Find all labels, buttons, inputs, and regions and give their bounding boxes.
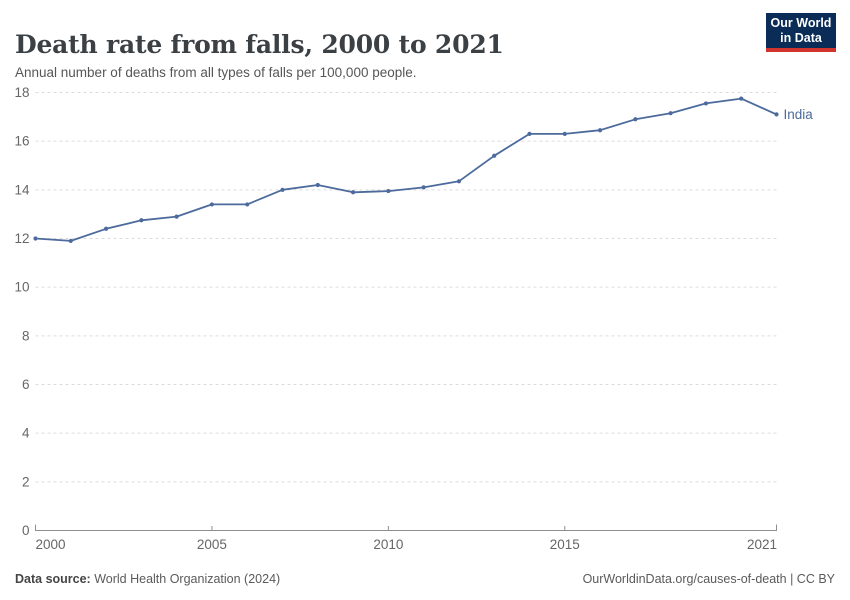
y-tick-label-6: 6 xyxy=(22,377,30,392)
owid-logo[interactable]: Our World in Data xyxy=(766,13,836,52)
data-point-india-2008[interactable] xyxy=(315,182,320,188)
chart-footer: Data source: World Health Organization (… xyxy=(15,572,835,586)
data-point-india-2021[interactable] xyxy=(774,112,779,117)
x-tick-label-2000: 2000 xyxy=(36,537,66,552)
x-tick-label-2010: 2010 xyxy=(373,537,403,552)
data-point-india-2011[interactable] xyxy=(421,185,426,190)
data-point-india-2013[interactable] xyxy=(492,153,497,158)
owid-logo-line2: in Data xyxy=(780,30,822,45)
data-source-label: Data source: xyxy=(15,572,91,586)
y-tick-label-16: 16 xyxy=(14,134,29,149)
data-point-india-2017[interactable] xyxy=(633,117,638,122)
series-line-india[interactable] xyxy=(34,97,778,242)
data-point-india-2001[interactable] xyxy=(68,238,73,244)
data-point-india-2019[interactable] xyxy=(703,101,709,106)
data-point-india-2006[interactable] xyxy=(245,202,250,207)
y-tick-label-10: 10 xyxy=(14,280,29,295)
data-point-india-2012[interactable] xyxy=(456,179,462,184)
y-tick-label-2: 2 xyxy=(22,474,30,489)
x-tick-label-2015: 2015 xyxy=(550,537,580,552)
data-point-india-2014[interactable] xyxy=(527,131,532,136)
y-tick-label-18: 18 xyxy=(14,85,29,100)
data-point-india-2005[interactable] xyxy=(209,202,215,207)
data-point-india-2018[interactable] xyxy=(668,111,673,116)
data-point-india-2010[interactable] xyxy=(386,188,391,194)
y-tick-label-12: 12 xyxy=(14,231,29,246)
data-point-india-2002[interactable] xyxy=(103,226,109,231)
y-tick-label-8: 8 xyxy=(22,328,30,343)
data-point-india-2015[interactable] xyxy=(562,131,567,136)
data-point-india-2020[interactable] xyxy=(739,96,744,101)
data-point-india-2016[interactable] xyxy=(597,128,603,133)
data-source: Data source: World Health Organization (… xyxy=(15,572,280,586)
attribution[interactable]: OurWorldinData.org/causes-of-death | CC … xyxy=(582,572,835,586)
owid-logo-line1: Our World xyxy=(770,15,832,30)
data-point-india-2007[interactable] xyxy=(280,187,285,192)
chart-title: Death rate from falls, 2000 to 2021 xyxy=(15,29,504,59)
data-point-india-2009[interactable] xyxy=(350,190,356,195)
series-end-label-india[interactable]: India xyxy=(784,107,814,122)
x-axis xyxy=(35,524,777,531)
data-point-india-2004[interactable] xyxy=(174,214,179,219)
chart-subtitle: Annual number of deaths from all types o… xyxy=(15,64,417,80)
x-tick-label-2005: 2005 xyxy=(197,537,227,552)
x-tick-label-2021: 2021 xyxy=(747,537,777,552)
data-point-india-2000[interactable] xyxy=(33,236,38,241)
data-source-text: World Health Organization (2024) xyxy=(90,572,281,586)
y-tick-label-0: 0 xyxy=(22,523,30,538)
data-point-india-2003[interactable] xyxy=(139,218,144,223)
y-tick-label-4: 4 xyxy=(22,426,30,441)
y-tick-label-14: 14 xyxy=(14,182,30,197)
